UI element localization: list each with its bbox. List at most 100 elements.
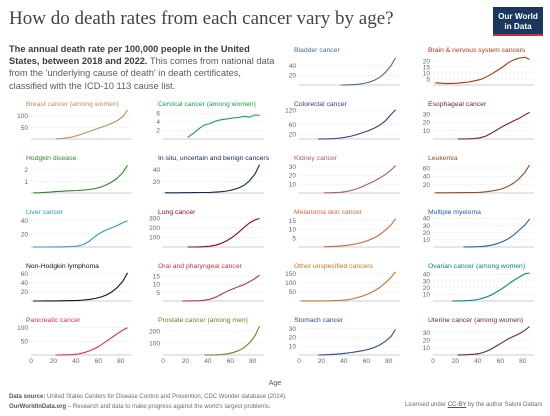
y-tick-label: 10 <box>153 282 161 289</box>
y-tick-label: 20 <box>423 120 431 127</box>
x-tick-label: 80 <box>117 358 125 365</box>
y-tick-label: 20 <box>423 230 431 237</box>
y-tick-label: 40 <box>423 272 431 279</box>
y-tick-label: 40 <box>153 167 161 174</box>
x-tick-label: 40 <box>72 358 80 365</box>
y-tick-label: 10 <box>423 345 431 352</box>
panel-liver-cancer: Liver cancer 20 40 <box>21 209 132 248</box>
y-tick-label: 40 <box>423 216 431 223</box>
subtitle-bold-text: The annual death rate per 100,000 people… <box>9 44 250 67</box>
x-tick-label: 40 <box>340 358 348 365</box>
panel-melanoma-skin-cancer: Melanoma skin cancer 510 15 <box>289 209 400 248</box>
panel-lung-cancer: Lung cancer 100 200 300 <box>149 209 264 248</box>
source-label: Data source: <box>9 394 46 400</box>
series-line <box>457 111 530 140</box>
y-tick-label: 100 <box>285 280 296 287</box>
y-tick-label: 60 <box>289 122 297 129</box>
chart-title: How do death rates from each cancer vary… <box>9 8 394 29</box>
source-text: United States Centers for Disease Contro… <box>45 394 287 400</box>
series-line <box>187 114 260 138</box>
series-line <box>463 218 530 248</box>
y-tick-label: 20 <box>21 289 29 296</box>
x-tick-label: 0 <box>297 358 301 365</box>
license-suffix: by the author Saloni Dattani <box>466 402 542 408</box>
series-line <box>435 56 530 85</box>
x-tick-label: 40 <box>204 358 212 365</box>
y-tick-label: 15 <box>153 273 161 280</box>
panel-title: Bladder cancer <box>294 47 340 54</box>
y-tick-label: 300 <box>149 215 160 222</box>
panel-hodgkin-disease: Hodgkin disease 1 2 <box>24 155 132 194</box>
x-tick-label: 20 <box>182 358 190 365</box>
y-tick-label: 1 <box>24 179 28 186</box>
y-tick-label: 5 <box>156 290 160 297</box>
x-tick-label: 40 <box>474 358 482 365</box>
x-tick-label: 80 <box>385 358 393 365</box>
x-tick-label: 0 <box>161 358 165 365</box>
y-tick-label: 20 <box>153 179 161 186</box>
y-tick-label: 40 <box>289 63 297 70</box>
panel-title: Non-Hodgkin lymphoma <box>26 263 99 270</box>
y-tick-label: 50 <box>289 289 297 296</box>
series-line <box>55 327 128 356</box>
y-tick-label: 20 <box>289 73 297 80</box>
panel-title: Lung cancer <box>158 209 196 216</box>
license-link[interactable]: CC-BY <box>447 402 467 408</box>
panel-non-hodgkin-lymphoma: Non-Hodgkin lymphoma 20 40 60 <box>21 263 132 302</box>
x-tick-label: 60 <box>497 358 505 365</box>
y-tick-label: 100 <box>17 113 28 120</box>
y-tick-label: 20 <box>423 58 431 65</box>
panel-title: Kidney cancer <box>294 155 338 162</box>
panel-title: Colorectal cancer <box>294 101 348 108</box>
panel-title: Liver cancer <box>26 209 64 216</box>
series-line <box>33 272 128 302</box>
series-line <box>340 57 396 86</box>
panel-title: Cervical cancer (among women) <box>158 101 256 108</box>
site-link[interactable]: OurWorldInData.org <box>9 404 67 410</box>
x-tick-label: 80 <box>249 358 257 365</box>
y-tick-label: 30 <box>289 164 297 171</box>
y-tick-label: 10 <box>423 128 431 135</box>
y-tick-label: 30 <box>423 330 431 337</box>
series-line <box>457 326 530 356</box>
y-tick-label: 120 <box>285 108 296 115</box>
y-tick-label: 40 <box>21 280 29 287</box>
y-tick-label: 100 <box>17 325 28 332</box>
panel-title: Pancreatic cancer <box>26 317 81 324</box>
y-tick-label: 200 <box>149 328 160 335</box>
panel-other-unspecified-cancers: Other unspecified cancers 50 100 150 <box>285 263 400 302</box>
panel-title: Other unspecified cancers <box>294 263 374 270</box>
y-tick-label: 60 <box>21 271 29 278</box>
y-tick-label: 50 <box>21 125 29 132</box>
owid-logo[interactable]: Our World in Data <box>493 7 543 36</box>
panel-title: Multiple myeloma <box>428 209 481 216</box>
y-tick-label: 10 <box>289 181 297 188</box>
y-tick-label: 20 <box>289 335 297 342</box>
y-tick-label: 15 <box>423 64 431 71</box>
x-tick-label: 80 <box>519 358 527 365</box>
logo-accent-bar <box>493 34 543 36</box>
panel-title: Melanoma skin cancer <box>294 209 363 216</box>
series-line <box>165 164 260 194</box>
series-line <box>323 218 396 248</box>
y-tick-label: 10 <box>289 227 297 234</box>
y-tick-label: 20 <box>21 231 29 238</box>
series-line <box>318 329 396 356</box>
series-line <box>301 271 396 302</box>
panel-title: Brain & nervous system cancers <box>428 47 526 54</box>
y-tick-label: 5 <box>426 76 430 83</box>
panel-in-situ-uncertain-and-benign-cancers: In situ, uncertain and benign cancers 20 4… <box>153 155 270 194</box>
panel-pancreatic-cancer: Pancreatic cancer 50 100 0 20 40 60 80 <box>17 317 132 365</box>
y-tick-label: 30 <box>423 278 431 285</box>
panel-bladder-cancer: Bladder cancer 20 40 <box>289 47 400 86</box>
x-tick-label: 20 <box>318 358 326 365</box>
y-tick-label: 20 <box>423 285 431 292</box>
y-tick-label: 10 <box>289 343 297 350</box>
y-tick-label: 20 <box>289 132 297 139</box>
series-line <box>33 220 128 248</box>
panel-title: Oral and pharyngeal cancer <box>158 263 243 270</box>
panel-cervical-cancer-among-women: Cervical cancer (among women) 2 46 <box>156 101 264 140</box>
